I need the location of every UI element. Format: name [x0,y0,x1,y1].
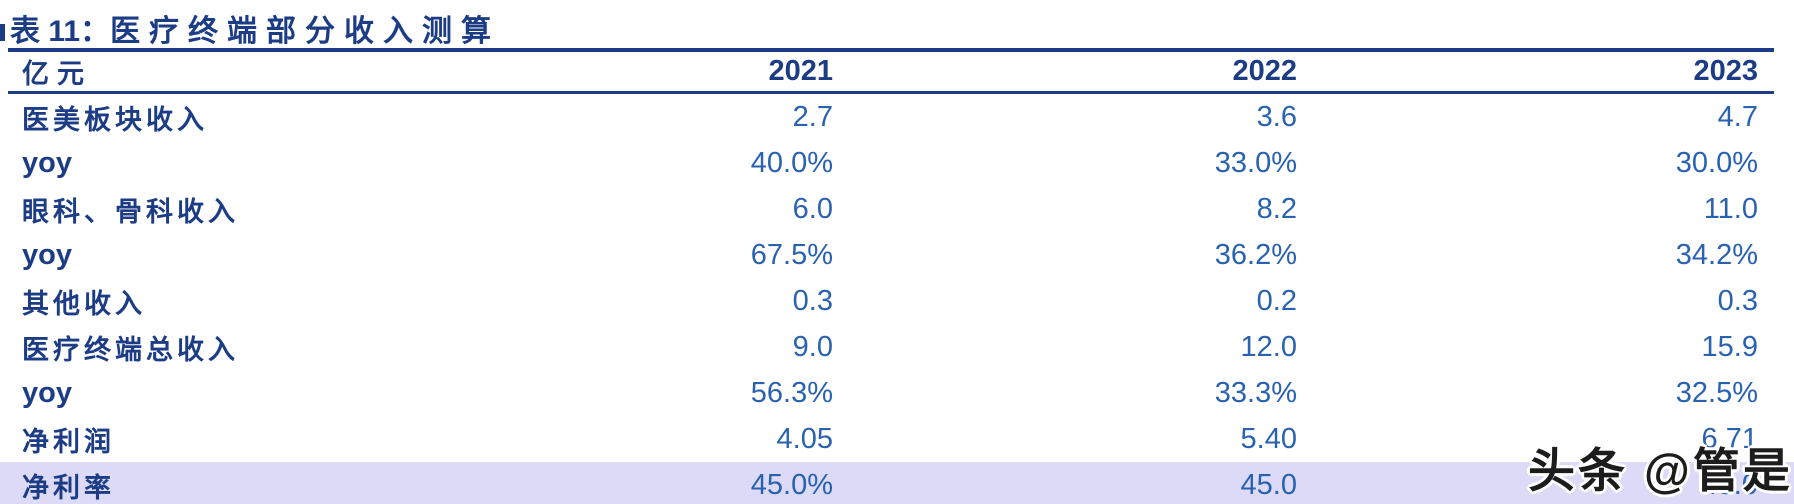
net-margin-row-highlight [0,462,1794,504]
cell-value: 33.0% [1214,146,1297,179]
left-edge-cutoff-mark [0,24,5,41]
row-label: yoy [22,146,72,179]
table-row: 净利润 4.05 5.40 6.71 [8,416,1774,462]
row-label: 其他收入 [22,288,146,319]
cell-value: 11.0 [1703,192,1758,225]
table-row: 医疗终端总收入 9.0 12.0 15.9 [8,324,1774,370]
cell-value: 12.0 [1240,330,1297,363]
cell-value: 4.7 [1717,100,1758,133]
revenue-table: 亿元 2021 2022 2023 医美板块收入 2.7 3.6 4.7 yoy 40.0… [8,52,1774,504]
table-row: 其他收入 0.3 0.2 0.3 [8,278,1774,324]
year-header-2022: 2022 [833,52,1297,94]
cell-value: 33.3% [1214,376,1297,409]
row-label: yoy [22,238,72,271]
row-label: 医美板块收入 [22,104,208,135]
cell-value: 6.0 [792,192,833,225]
cell-value: 45.0% [750,468,833,501]
cell-value: 45.0 [1701,468,1758,501]
table-caption: 表 11：医疗终端部分收入测算 [10,6,500,50]
table-row: 净利率 45.0% 45.0 45.0 [8,462,1774,504]
cell-value: 4.05 [776,422,833,455]
cell-value: 32.5% [1675,376,1758,409]
cell-value: 15.9 [1701,330,1758,363]
row-label: 净利率 [22,472,115,503]
cell-value: 6.71 [1701,422,1758,455]
cell-value: 2.7 [792,100,833,133]
year-header-2023: 2023 [1297,52,1774,94]
cell-value: 67.5% [750,238,833,271]
table-row: yoy 40.0% 33.0% 30.0% [8,140,1774,186]
cell-value: 0.2 [1256,284,1297,317]
row-label: 眼科、骨科收入 [22,196,239,227]
table-row: yoy 67.5% 36.2% 34.2% [8,232,1774,278]
cell-value: 0.3 [792,284,833,317]
table-row: 眼科、骨科收入 6.0 8.2 11.0 [8,186,1774,232]
cell-value: 5.40 [1240,422,1297,455]
cell-value: 0.3 [1717,284,1758,317]
unit-header: 亿元 [8,52,428,94]
header-row: 亿元 2021 2022 2023 [8,52,1774,94]
row-label: 净利润 [22,426,115,457]
row-label: 医疗终端总收入 [22,334,239,365]
table-body: 医美板块收入 2.7 3.6 4.7 yoy 40.0% 33.0% 30.0% 眼科、骨科收入… [8,93,1774,504]
caption-underline [8,48,1774,52]
table-row: yoy 56.3% 33.3% 32.5% [8,370,1774,416]
table-caption-number: 表 11： [10,15,111,48]
cell-value: 56.3% [750,376,833,409]
cell-value: 45.0 [1240,468,1297,501]
year-header-2021: 2021 [428,52,833,94]
cell-value: 34.2% [1675,238,1758,271]
cell-value: 8.2 [1256,192,1297,225]
cell-value: 30.0% [1675,146,1758,179]
watermark: 头条 @管是 [1528,444,1793,497]
cell-value: 36.2% [1214,238,1297,271]
cell-value: 9.0 [792,330,833,363]
table-row: 医美板块收入 2.7 3.6 4.7 [8,93,1774,141]
cell-value: 40.0% [750,146,833,179]
row-label: yoy [22,376,72,409]
table-caption-title: 医疗终端部分收入测算 [110,15,501,48]
cell-value: 3.6 [1256,100,1297,133]
